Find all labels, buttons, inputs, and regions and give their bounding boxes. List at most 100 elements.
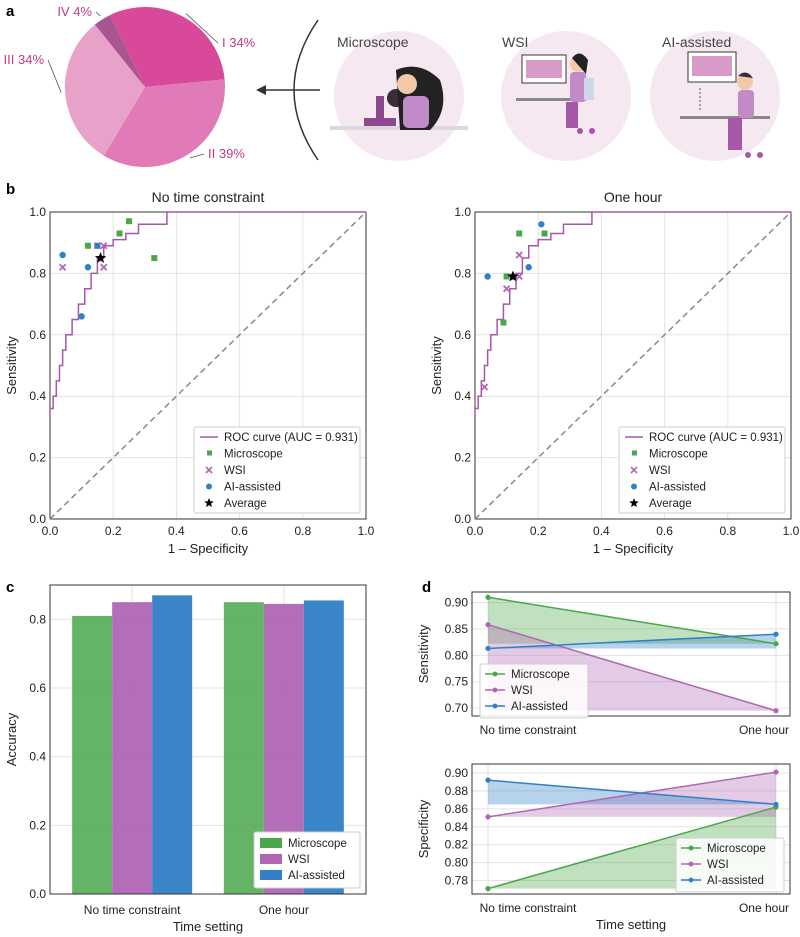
- y-tick-label: 0.2: [29, 818, 46, 832]
- legend-label: Microscope: [224, 449, 283, 461]
- legend-swatch-wsi: [630, 466, 638, 474]
- legend-box: [479, 663, 589, 719]
- legend-label: AI-assisted: [707, 875, 764, 887]
- ai-assisted-point: [78, 313, 85, 320]
- x-tick-label: No time constraint: [84, 903, 181, 917]
- legend-label: Average: [224, 498, 267, 510]
- y-tick-label: 0.8: [454, 266, 471, 280]
- wsi-line: [487, 623, 777, 712]
- ai-assisted-point: [485, 645, 491, 652]
- panel-letter-d: d: [422, 579, 431, 596]
- legend-swatch-ai-assisted: [631, 483, 637, 490]
- legend-label: AI-assisted: [511, 701, 568, 713]
- wsi-point: [502, 285, 511, 293]
- legend-label: WSI: [707, 859, 729, 871]
- y-tick-label: 0.86: [445, 802, 469, 816]
- ai-assisted-point: [59, 251, 66, 259]
- legend-label: Average: [649, 498, 692, 510]
- y-tick-label: 0.78: [445, 874, 469, 888]
- plot-frame: [471, 763, 791, 895]
- legend-label: AI-assisted: [288, 870, 345, 882]
- y-tick-label: 0.80: [445, 856, 469, 870]
- pie-slice: [110, 7, 225, 88]
- pie-leader-line: [47, 59, 62, 93]
- y-tick-label: 0.85: [445, 622, 469, 636]
- y-tick-label: 0.84: [445, 820, 469, 834]
- roc-chart-one-hour: 0.0 0.2 0.4 0.6 0.8 1.0 0.0 0.2 0.4 0.6 0.8 1.0 One …: [429, 189, 800, 556]
- legend-label: WSI: [649, 465, 671, 477]
- y-tick-label: 0.82: [445, 838, 469, 852]
- legend-label: Microscope: [649, 449, 708, 461]
- ai-assisted-line: [487, 633, 777, 650]
- x-tick-label: 0.6: [656, 524, 673, 538]
- wsi-point: [515, 251, 523, 259]
- y-tick-label: 0.0: [454, 512, 471, 526]
- x-axis-label: 1 – Specificity: [593, 541, 674, 556]
- wsi-point: [100, 242, 108, 250]
- legend-swatch-ai-assisted: [206, 483, 212, 490]
- legend-swatch-marker: [492, 671, 498, 677]
- wsi-line: [487, 771, 777, 818]
- specificity-line-chart: 0.78 0.80 0.82 0.84 0.86 0.88 0.90 No time cons…: [416, 763, 791, 932]
- legend-swatch: [260, 854, 282, 864]
- x-axis-label: 1 – Specificity: [168, 541, 249, 556]
- microscope-point: [485, 886, 491, 892]
- y-tick-label: 1.0: [29, 205, 46, 219]
- wsi-point: [485, 814, 491, 820]
- panel-letter-c: c: [6, 579, 14, 596]
- y-tick-label: 0.90: [445, 766, 469, 780]
- pie-slice: [65, 24, 145, 156]
- ai-assisted-point: [773, 801, 779, 807]
- y-tick-label: 1.0: [454, 205, 471, 219]
- scene-label-wsi: WSI: [502, 34, 528, 50]
- x-axis-label: Time setting: [173, 919, 243, 934]
- y-tick-label: 0.80: [445, 648, 469, 662]
- panel-letter-a: a: [6, 3, 15, 20]
- legend-swatch-marker: [688, 845, 694, 851]
- legend-box: [618, 426, 786, 514]
- y-tick-label: 0.4: [454, 389, 471, 403]
- y-axis-label: Accuracy: [4, 712, 19, 766]
- pie-label: III 34%: [4, 52, 45, 67]
- legend-label: WSI: [511, 685, 533, 697]
- microscope-point: [516, 230, 523, 237]
- microscope-point: [126, 218, 132, 225]
- x-tick-label: 0.4: [593, 524, 610, 538]
- average-point: [507, 270, 519, 282]
- legend-box: [675, 837, 785, 893]
- legend-label: Microscope: [511, 669, 570, 681]
- plot-frame: [49, 584, 367, 895]
- microscope-point: [151, 255, 158, 262]
- legend-label: AI-assisted: [224, 482, 281, 494]
- scene-microscope: Microscope: [330, 31, 468, 161]
- wsi-point: [59, 263, 67, 271]
- legend-swatch: [260, 870, 282, 880]
- pie-leader-line: [189, 153, 205, 159]
- bracket-line: [293, 19, 319, 161]
- pie-leader-line: [95, 11, 101, 17]
- y-tick-label: 0.8: [29, 612, 46, 626]
- x-tick-label: One hour: [739, 901, 789, 915]
- chart-title: No time constraint: [152, 189, 265, 205]
- ai-assisted-line: [487, 779, 777, 806]
- legend-swatch: [260, 838, 282, 848]
- y-tick-label: 0.0: [29, 887, 46, 901]
- chance-diagonal-line: [49, 211, 367, 520]
- legend-swatch-marker: [492, 703, 498, 709]
- roc-curve-line: [474, 211, 791, 418]
- y-tick-label: 0.6: [29, 328, 46, 342]
- ai-assisted-point: [773, 631, 779, 637]
- wsi-point: [100, 263, 108, 271]
- ai-assisted-point: [485, 777, 491, 783]
- y-tick-label: 0.6: [454, 328, 471, 342]
- microscope-point: [541, 230, 548, 237]
- wsi-point: [773, 769, 779, 775]
- ai-assisted-point: [484, 273, 491, 280]
- y-tick-label: 0.75: [445, 675, 469, 689]
- y-tick-label: 0.2: [29, 451, 46, 465]
- x-tick-label: 0.2: [105, 524, 122, 538]
- microscope-point: [84, 242, 91, 249]
- stage-pie-chart: I 34% II 39% III 34% IV 4%: [4, 4, 256, 167]
- bar: [152, 595, 193, 894]
- x-tick-label: 0.6: [231, 524, 248, 538]
